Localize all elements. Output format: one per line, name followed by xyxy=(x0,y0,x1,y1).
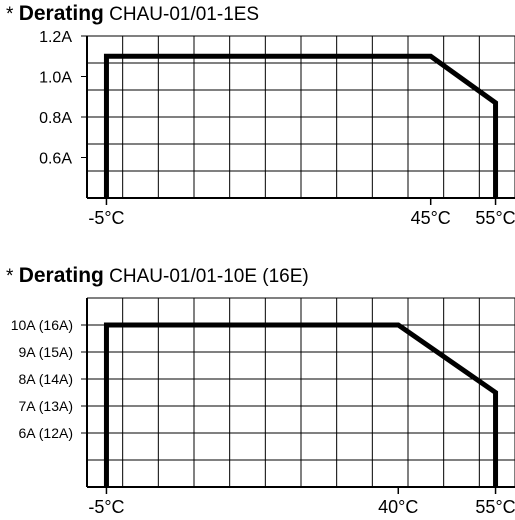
grid xyxy=(86,35,515,199)
y-tick-label: 1.2A xyxy=(39,29,72,46)
chart-title-bold: Derating xyxy=(18,2,104,25)
chart-plot: 0.6A 0.8A 1.0A 1.2A -5°C 45°C 55°C xyxy=(39,29,515,228)
x-tick-label: -5°C xyxy=(88,497,124,515)
chart-title-model: CHAU-01/01-1ES xyxy=(103,4,260,25)
x-tick-label: 55°C xyxy=(475,497,515,515)
x-tick-label: 45°C xyxy=(411,208,451,228)
y-tick-label: 7A (13A) xyxy=(19,398,73,414)
x-tick-label: 40°C xyxy=(378,497,418,515)
derating-curve xyxy=(103,322,499,487)
chart-title-prefix: * xyxy=(6,4,19,25)
y-tick-label: 0.8A xyxy=(39,110,72,127)
chart-plot: 6A (12A) 7A (13A) 8A (14A) 9A (15A) 10A (16A… xyxy=(11,297,515,517)
chart-title: * Derating CHAU-01/01-1ES xyxy=(6,2,259,26)
grid xyxy=(86,297,515,488)
chart-title: * Derating CHAU-01/01-10E (16E) xyxy=(6,264,309,288)
x-tick-label: -5°C xyxy=(88,208,124,228)
y-tick-label: 9A (15A) xyxy=(19,344,73,360)
derating-chart-10E: * Derating CHAU-01/01-10E (16E) 6A (12A)… xyxy=(0,262,515,520)
chart-title-bold: Derating xyxy=(18,264,104,287)
derating-curve xyxy=(103,53,499,198)
y-tick-label: 10A (16A) xyxy=(11,317,73,333)
y-tick-label: 8A (14A) xyxy=(19,371,73,387)
x-tick-label: 55°C xyxy=(475,208,515,228)
chart-title-model: CHAU-01/01-10E (16E) xyxy=(103,266,309,287)
derating-chart-1ES: * Derating CHAU-01/01-1ES 0.6A 0.8A 1.0A 1.… xyxy=(0,0,515,245)
y-tick-label: 6A (12A) xyxy=(19,425,73,441)
chart-title-prefix: * xyxy=(6,266,19,287)
y-tick-label: 1.0A xyxy=(39,69,72,86)
y-tick-label: 0.6A xyxy=(39,150,72,167)
